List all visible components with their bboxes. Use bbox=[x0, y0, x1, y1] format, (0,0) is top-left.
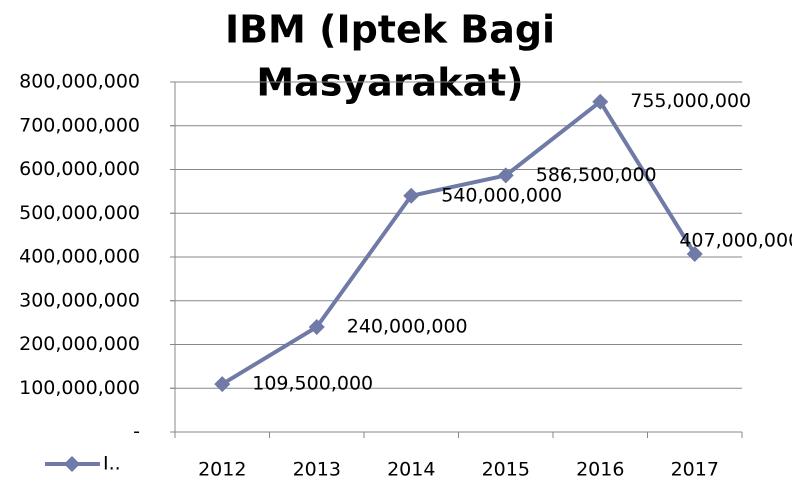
legend-label: I.. bbox=[103, 453, 121, 475]
y-tick-label: 800,000,000 bbox=[19, 71, 140, 93]
data-label: 540,000,000 bbox=[441, 184, 562, 206]
y-tick-label: 600,000,000 bbox=[19, 158, 140, 180]
y-tick-label: 700,000,000 bbox=[19, 114, 140, 136]
data-label: 407,000,000 bbox=[679, 229, 792, 251]
x-tick-label: 2014 bbox=[387, 459, 435, 481]
y-tick-label: 400,000,000 bbox=[19, 246, 140, 268]
x-tick-label: 2017 bbox=[671, 459, 719, 481]
data-label: 240,000,000 bbox=[347, 316, 468, 338]
point bbox=[403, 187, 420, 204]
y-tick-label: 500,000,000 bbox=[19, 202, 140, 224]
x-tick-label: 2013 bbox=[293, 459, 341, 481]
point bbox=[686, 245, 703, 262]
y-tick-label: 100,000,000 bbox=[19, 377, 140, 399]
y-tick-label: 200,000,000 bbox=[19, 333, 140, 355]
data-label: 586,500,000 bbox=[536, 164, 657, 186]
x-tick-label: 2016 bbox=[576, 459, 624, 481]
x-tick-label: 2012 bbox=[198, 459, 246, 481]
x-tick-label: 2015 bbox=[482, 459, 530, 481]
y-tick-label: 300,000,000 bbox=[19, 289, 140, 311]
point bbox=[497, 167, 514, 184]
chart-title: IBM (Iptek Bagi bbox=[225, 8, 555, 52]
y-tick-label: - bbox=[133, 421, 140, 443]
data-label: 755,000,000 bbox=[630, 90, 751, 112]
series-line bbox=[221, 98, 697, 386]
legend-marker bbox=[64, 456, 80, 472]
point bbox=[592, 93, 609, 110]
point bbox=[308, 319, 325, 335]
point bbox=[214, 376, 231, 393]
data-label: 109,500,000 bbox=[252, 373, 373, 395]
